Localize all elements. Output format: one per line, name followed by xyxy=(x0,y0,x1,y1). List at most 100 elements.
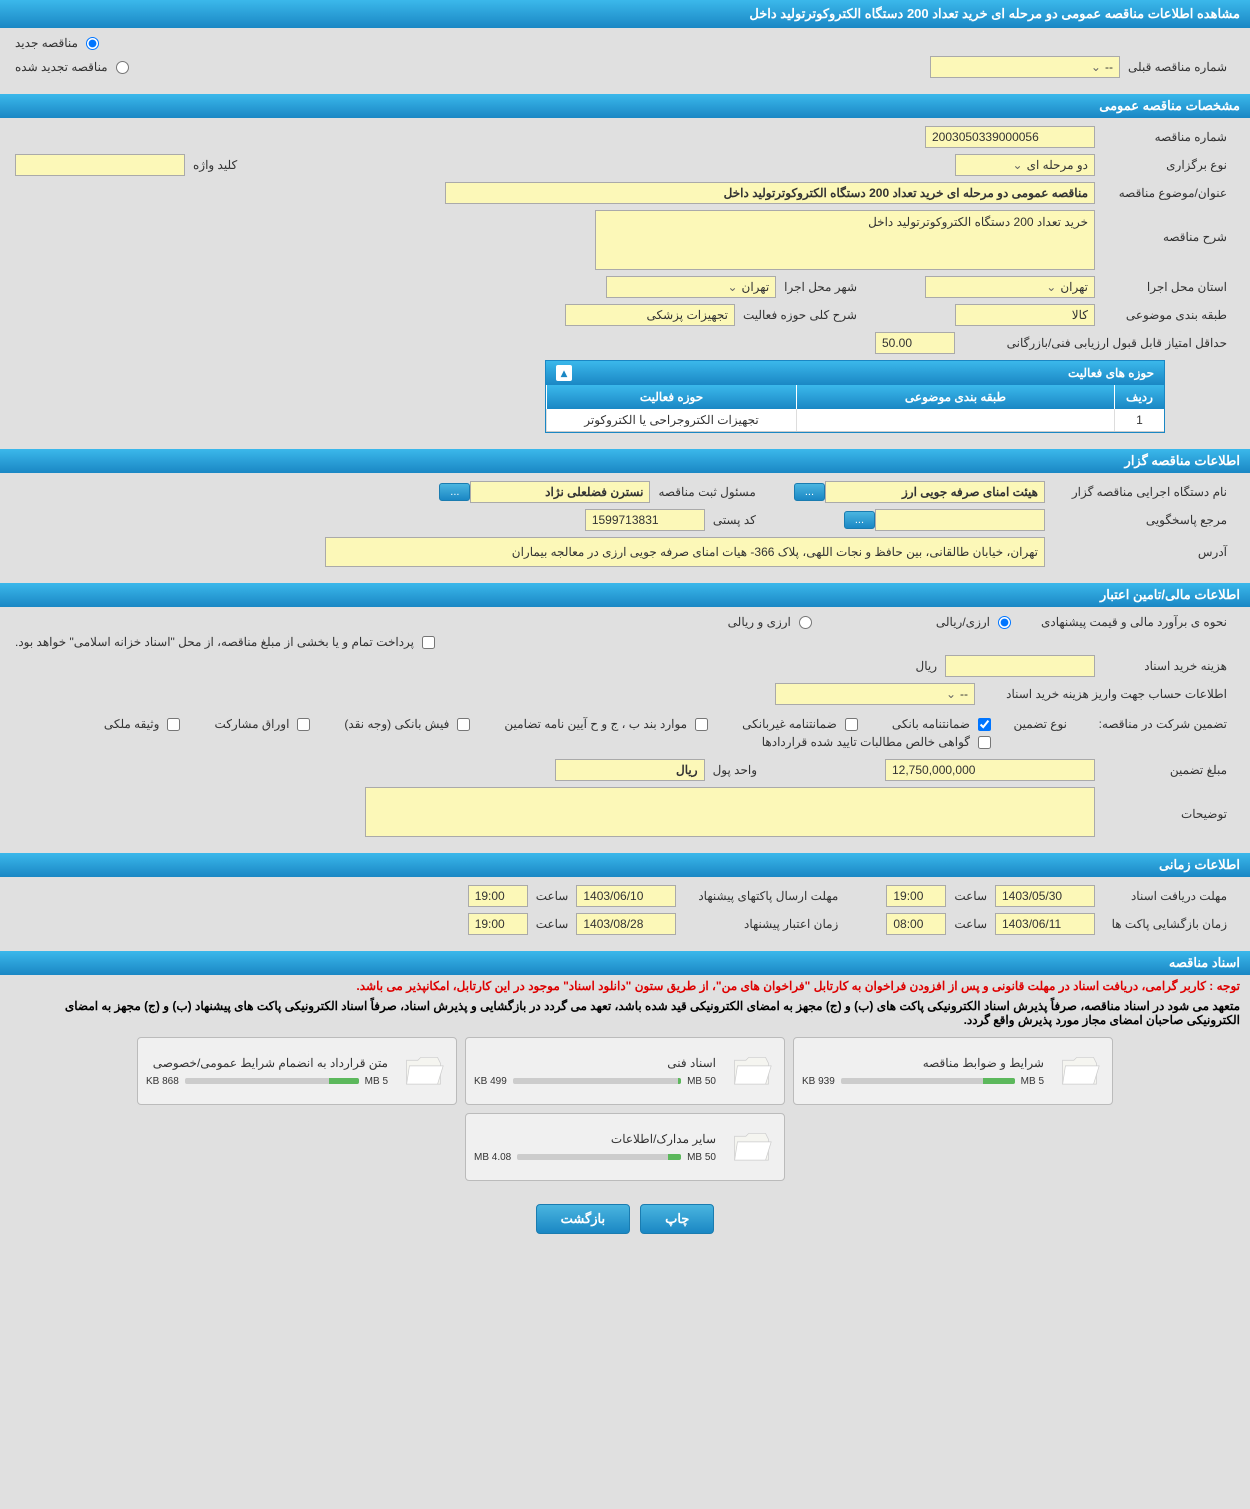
account-select[interactable]: -- ⌄ xyxy=(775,683,975,705)
guarantee-amount-field[interactable]: 12,750,000,000 xyxy=(885,759,1095,781)
packet-deadline-date[interactable]: 1403/06/10 xyxy=(576,885,676,907)
min-score-label: حداقل امتیاز قابل قبول ارزیابی فنی/بازرگ… xyxy=(955,336,1235,350)
file-size-used: 939 KB xyxy=(802,1076,835,1087)
section-financial: اطلاعات مالی/تامین اعتبار xyxy=(0,583,1250,607)
validity-time[interactable]: 19:00 xyxy=(468,913,528,935)
guarantee-receipt[interactable]: فیش بانکی (وجه نقد) xyxy=(344,717,474,731)
notes-field[interactable] xyxy=(365,787,1095,837)
contact-more-button[interactable]: ... xyxy=(844,511,875,529)
title-label: عنوان/موضوع مناقصه xyxy=(1095,186,1235,200)
treasury-checkbox[interactable]: پرداخت تمام و یا بخشی از مبلغ مناقصه، از… xyxy=(15,635,439,649)
section-timing: اطلاعات زمانی xyxy=(0,853,1250,877)
min-score-field[interactable]: 50.00 xyxy=(875,332,955,354)
col-row: ردیف xyxy=(1114,385,1164,409)
folder-icon xyxy=(1054,1046,1104,1096)
col-activity: حوزه فعالیت xyxy=(546,385,796,409)
guarantee-type-label: نوع تضمین xyxy=(995,717,1075,731)
validity-date[interactable]: 1403/08/28 xyxy=(576,913,676,935)
doc-cost-field[interactable] xyxy=(945,655,1095,677)
folder-icon xyxy=(398,1046,448,1096)
file-progress xyxy=(517,1154,681,1160)
file-name: سایر مدارک/اطلاعات xyxy=(474,1132,716,1146)
exec-more-button[interactable]: ... xyxy=(794,483,825,501)
type-select[interactable]: دو مرحله ای ⌄ xyxy=(955,154,1095,176)
doc-deadline-label: مهلت دریافت اسناد xyxy=(1095,889,1235,903)
time-label-1: ساعت xyxy=(946,889,995,903)
print-button[interactable]: چاپ xyxy=(640,1204,714,1234)
guarantee-bonds[interactable]: اوراق مشارکت xyxy=(214,717,314,731)
postal-label: کد پستی xyxy=(705,513,764,527)
type-label: نوع برگزاری xyxy=(1095,158,1235,172)
time-label-2: ساعت xyxy=(528,889,577,903)
document-notice-2: متعهد می شود در اسناد مناقصه، صرفاً پذیر… xyxy=(0,997,1250,1029)
file-card[interactable]: اسناد فنی50 MB499 KB xyxy=(465,1037,785,1105)
province-select[interactable]: تهران ⌄ xyxy=(925,276,1095,298)
guarantee-bylaw[interactable]: موارد بند ب ، ج و ح آیین نامه تضامین xyxy=(504,717,712,731)
renewed-tender-label: مناقصه تجدید شده xyxy=(15,60,108,74)
notes-label: توضیحات xyxy=(1095,787,1235,821)
collapse-icon[interactable]: ▴ xyxy=(556,365,572,381)
time-label-4: ساعت xyxy=(528,917,577,931)
estimate-label: نحوه ی برآورد مالی و قیمت پیشنهادی xyxy=(1015,615,1235,629)
chevron-down-icon: ⌄ xyxy=(727,280,741,294)
document-notice-1: توجه : کاربر گرامی، دریافت اسناد در مهلت… xyxy=(0,975,1250,997)
exec-field: هیئت امنای صرفه جویی ارز xyxy=(825,481,1045,503)
packet-deadline-time[interactable]: 19:00 xyxy=(468,885,528,907)
packet-deadline-label: مهلت ارسال پاکتهای پیشنهاد xyxy=(676,889,846,903)
desc-label: شرح مناقصه xyxy=(1095,210,1235,244)
file-progress xyxy=(185,1078,359,1084)
doc-deadline-date[interactable]: 1403/05/30 xyxy=(995,885,1095,907)
category-field: کالا xyxy=(955,304,1095,326)
folder-icon xyxy=(726,1122,776,1172)
file-size-used: 499 KB xyxy=(474,1076,507,1087)
currency-foreign-radio[interactable]: ارزی و ریالی xyxy=(728,615,816,629)
new-tender-radio[interactable]: مناقصه جدید xyxy=(15,36,103,50)
account-label: اطلاعات حساب جهت واریز هزینه خرید اسناد xyxy=(975,687,1235,701)
file-size-used: 4.08 MB xyxy=(474,1152,511,1163)
file-card[interactable]: متن قرارداد به انضمام شرایط عمومی/خصوصی5… xyxy=(137,1037,457,1105)
desc-field[interactable]: خرید تعداد 200 دستگاه الکتروکوترتولید دا… xyxy=(595,210,1095,270)
keyword-field[interactable] xyxy=(15,154,185,176)
back-button[interactable]: بازگشت xyxy=(536,1204,630,1234)
currency-unit-label: واحد پول xyxy=(705,763,765,777)
prev-tender-select[interactable]: -- ⌄ xyxy=(930,56,1120,78)
col-category: طبقه بندی موضوعی xyxy=(796,385,1114,409)
opening-label: زمان بازگشایی پاکت ها xyxy=(1095,917,1235,931)
guarantee-bank[interactable]: ضمانتنامه بانکی xyxy=(892,717,995,731)
chevron-down-icon: ⌄ xyxy=(946,687,960,701)
guarantee-nonbank[interactable]: ضمانتنامه غیربانکی xyxy=(742,717,862,731)
keyword-label: کلید واژه xyxy=(185,158,245,172)
guarantee-amount-label: مبلغ تضمین xyxy=(1095,763,1235,777)
guarantee-property[interactable]: وثیقه ملکی xyxy=(104,717,185,731)
doc-cost-label: هزینه خرید اسناد xyxy=(1095,659,1235,673)
doc-cost-unit: ریال xyxy=(907,659,945,673)
currency-rial-radio[interactable]: ارزی/ریالی xyxy=(936,615,1015,629)
opening-time[interactable]: 08:00 xyxy=(886,913,946,935)
currency-unit-field: ریال xyxy=(555,759,705,781)
postal-field[interactable]: 1599713831 xyxy=(585,509,705,531)
opening-date[interactable]: 1403/06/11 xyxy=(995,913,1095,935)
file-name: شرایط و ضوابط مناقصه xyxy=(802,1056,1044,1070)
city-select[interactable]: تهران ⌄ xyxy=(606,276,776,298)
activity-desc-label: شرح کلی حوزه فعالیت xyxy=(735,308,865,322)
file-card[interactable]: سایر مدارک/اطلاعات 50 MB 4.08 MB xyxy=(465,1113,785,1181)
title-field: مناقصه عمومی دو مرحله ای خرید تعداد 200 … xyxy=(445,182,1095,204)
file-size-total: 50 MB xyxy=(687,1152,716,1163)
doc-deadline-time[interactable]: 19:00 xyxy=(886,885,946,907)
file-card[interactable]: شرایط و ضوابط مناقصه5 MB939 KB xyxy=(793,1037,1113,1105)
folder-icon xyxy=(726,1046,776,1096)
time-label-3: ساعت xyxy=(946,917,995,931)
tender-number-label: شماره مناقصه xyxy=(1095,130,1235,144)
file-progress xyxy=(513,1078,681,1084)
file-size-total: 5 MB xyxy=(365,1076,388,1087)
renewed-tender-radio[interactable]: مناقصه تجدید شده xyxy=(15,60,133,74)
responsible-label: مسئول ثبت مناقصه xyxy=(650,485,763,499)
contact-field[interactable] xyxy=(875,509,1045,531)
category-label: طبقه بندی موضوعی xyxy=(1095,308,1235,322)
address-field[interactable]: تهران، خیابان طالقانی، بین حافظ و نجات ا… xyxy=(325,537,1045,567)
page-title: مشاهده اطلاعات مناقصه عمومی دو مرحله ای … xyxy=(0,0,1250,28)
responsible-more-button[interactable]: ... xyxy=(439,483,470,501)
chevron-down-icon: ⌄ xyxy=(1046,280,1060,294)
address-label: آدرس xyxy=(1045,545,1235,559)
guarantee-receivables[interactable]: گواهی خالص مطالبات تایید شده قراردادها xyxy=(15,735,995,749)
